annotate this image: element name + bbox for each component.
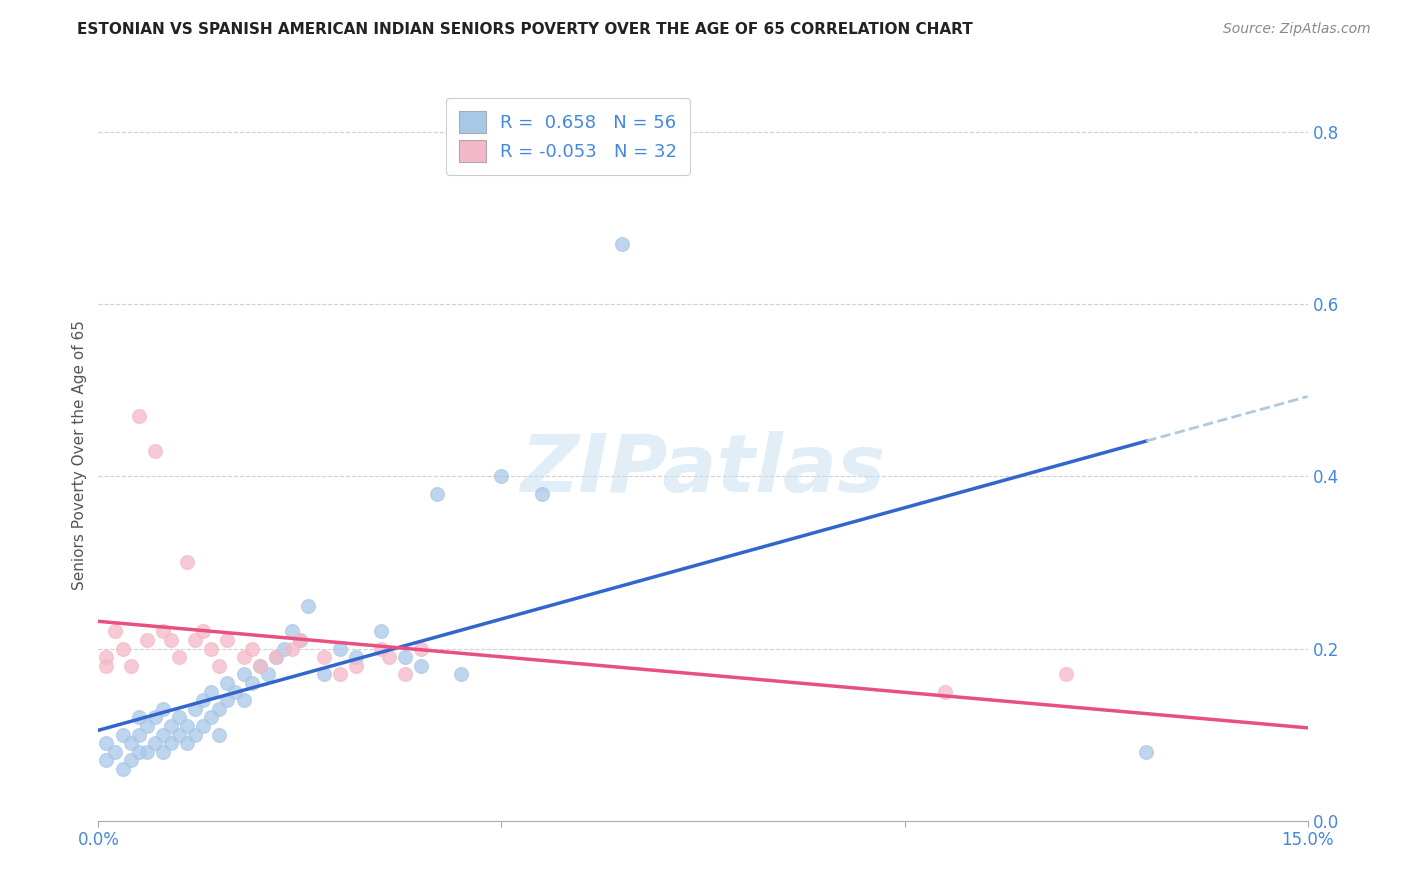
Point: [120, 736, 142, 750]
Point: [111, 728, 134, 742]
Point: [128, 745, 150, 759]
Point: [314, 667, 336, 681]
Point: [152, 624, 174, 639]
Point: [530, 486, 553, 500]
Point: [491, 469, 513, 483]
Point: [120, 658, 142, 673]
Point: [96, 650, 118, 665]
Point: [934, 684, 956, 698]
Point: [217, 676, 239, 690]
Point: [370, 624, 392, 639]
Point: [329, 641, 352, 656]
Point: [96, 736, 118, 750]
Text: ESTONIAN VS SPANISH AMERICAN INDIAN SENIORS POVERTY OVER THE AGE OF 65 CORRELATI: ESTONIAN VS SPANISH AMERICAN INDIAN SENI…: [77, 22, 973, 37]
Point: [264, 650, 287, 665]
Point: [240, 676, 263, 690]
Point: [96, 658, 118, 673]
Point: [176, 556, 198, 570]
Point: [160, 736, 183, 750]
Text: Source: ZipAtlas.com: Source: ZipAtlas.com: [1223, 22, 1371, 37]
Point: [273, 641, 295, 656]
Point: [176, 736, 198, 750]
Point: [200, 641, 222, 656]
Point: [217, 632, 239, 647]
Point: [143, 710, 166, 724]
Point: [193, 693, 215, 707]
Point: [167, 728, 190, 742]
Point: [281, 624, 304, 639]
Point: [152, 728, 174, 742]
Point: [1135, 745, 1157, 759]
Legend: R =  0.658   N = 56, R = -0.053   N = 32: R = 0.658 N = 56, R = -0.053 N = 32: [446, 98, 690, 175]
Point: [344, 650, 367, 665]
Point: [103, 624, 125, 639]
Point: [128, 409, 150, 424]
Point: [240, 641, 263, 656]
Point: [103, 745, 125, 759]
Point: [409, 641, 432, 656]
Point: [217, 693, 239, 707]
Point: [256, 667, 278, 681]
Point: [143, 443, 166, 458]
Point: [208, 658, 231, 673]
Point: [344, 658, 367, 673]
Point: [184, 702, 207, 716]
Point: [281, 641, 304, 656]
Text: ZIPatlas: ZIPatlas: [520, 431, 886, 508]
Point: [184, 632, 207, 647]
Point: [288, 632, 311, 647]
Point: [329, 667, 352, 681]
Point: [167, 710, 190, 724]
Point: [232, 693, 254, 707]
Point: [264, 650, 287, 665]
Point: [377, 650, 399, 665]
Point: [249, 658, 271, 673]
Point: [200, 684, 222, 698]
Point: [160, 719, 183, 733]
Point: [450, 667, 472, 681]
Point: [152, 702, 174, 716]
Point: [135, 632, 157, 647]
Point: [612, 237, 634, 252]
Point: [111, 641, 134, 656]
Point: [167, 650, 190, 665]
Y-axis label: Seniors Poverty Over the Age of 65: Seniors Poverty Over the Age of 65: [72, 320, 87, 590]
Point: [426, 486, 449, 500]
Point: [120, 753, 142, 767]
Point: [370, 641, 392, 656]
Point: [208, 728, 231, 742]
Point: [1054, 667, 1077, 681]
Point: [232, 667, 254, 681]
Point: [143, 736, 166, 750]
Point: [394, 667, 416, 681]
Point: [314, 650, 336, 665]
Point: [128, 710, 150, 724]
Point: [128, 728, 150, 742]
Point: [193, 624, 215, 639]
Point: [160, 632, 183, 647]
Point: [96, 753, 118, 767]
Point: [288, 632, 311, 647]
Point: [208, 702, 231, 716]
Point: [224, 684, 246, 698]
Point: [184, 728, 207, 742]
Point: [176, 719, 198, 733]
Point: [297, 599, 319, 613]
Point: [135, 719, 157, 733]
Point: [111, 762, 134, 776]
Point: [249, 658, 271, 673]
Point: [232, 650, 254, 665]
Point: [394, 650, 416, 665]
Point: [152, 745, 174, 759]
Point: [193, 719, 215, 733]
Point: [200, 710, 222, 724]
Point: [409, 658, 432, 673]
Point: [135, 745, 157, 759]
